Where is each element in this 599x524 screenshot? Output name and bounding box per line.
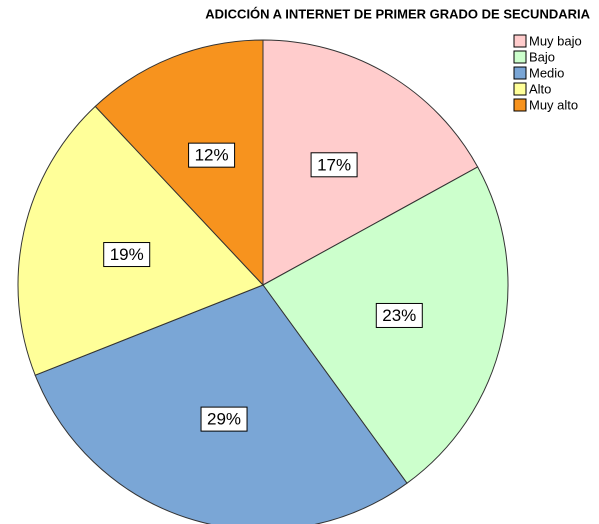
data-label-box <box>188 142 236 168</box>
data-label: 23% <box>375 302 423 328</box>
data-label-text: 29% <box>207 410 241 429</box>
data-label-text: 19% <box>110 245 144 264</box>
legend-label: Medio <box>529 65 564 80</box>
pie-slice <box>262 39 479 286</box>
legend-swatch <box>513 34 527 48</box>
data-label-text: 17% <box>317 155 351 174</box>
legend-label: Muy bajo <box>529 33 582 48</box>
data-label: 29% <box>200 406 248 432</box>
data-label-box <box>200 406 248 432</box>
legend-swatch <box>513 82 527 96</box>
data-label: 12% <box>188 142 236 168</box>
legend-swatch <box>513 66 527 80</box>
legend-label: Alto <box>529 81 551 96</box>
chart-title: ADICCIÓN A INTERNET DE PRIMER GRADO DE S… <box>205 6 590 21</box>
data-label-box <box>375 302 423 328</box>
legend-swatch <box>513 98 527 112</box>
data-label-text: 23% <box>382 306 416 325</box>
legend-label: Muy alto <box>529 97 578 112</box>
pie-slice <box>17 105 264 376</box>
data-label-text: 12% <box>195 146 229 165</box>
data-label-box <box>310 152 358 178</box>
data-label: 17% <box>310 152 358 178</box>
pie-slice <box>34 284 408 524</box>
data-label-box <box>103 242 151 268</box>
legend-swatch <box>513 50 527 64</box>
data-label: 19% <box>103 242 151 268</box>
pie-slice <box>94 39 264 287</box>
legend-label: Bajo <box>529 49 555 64</box>
